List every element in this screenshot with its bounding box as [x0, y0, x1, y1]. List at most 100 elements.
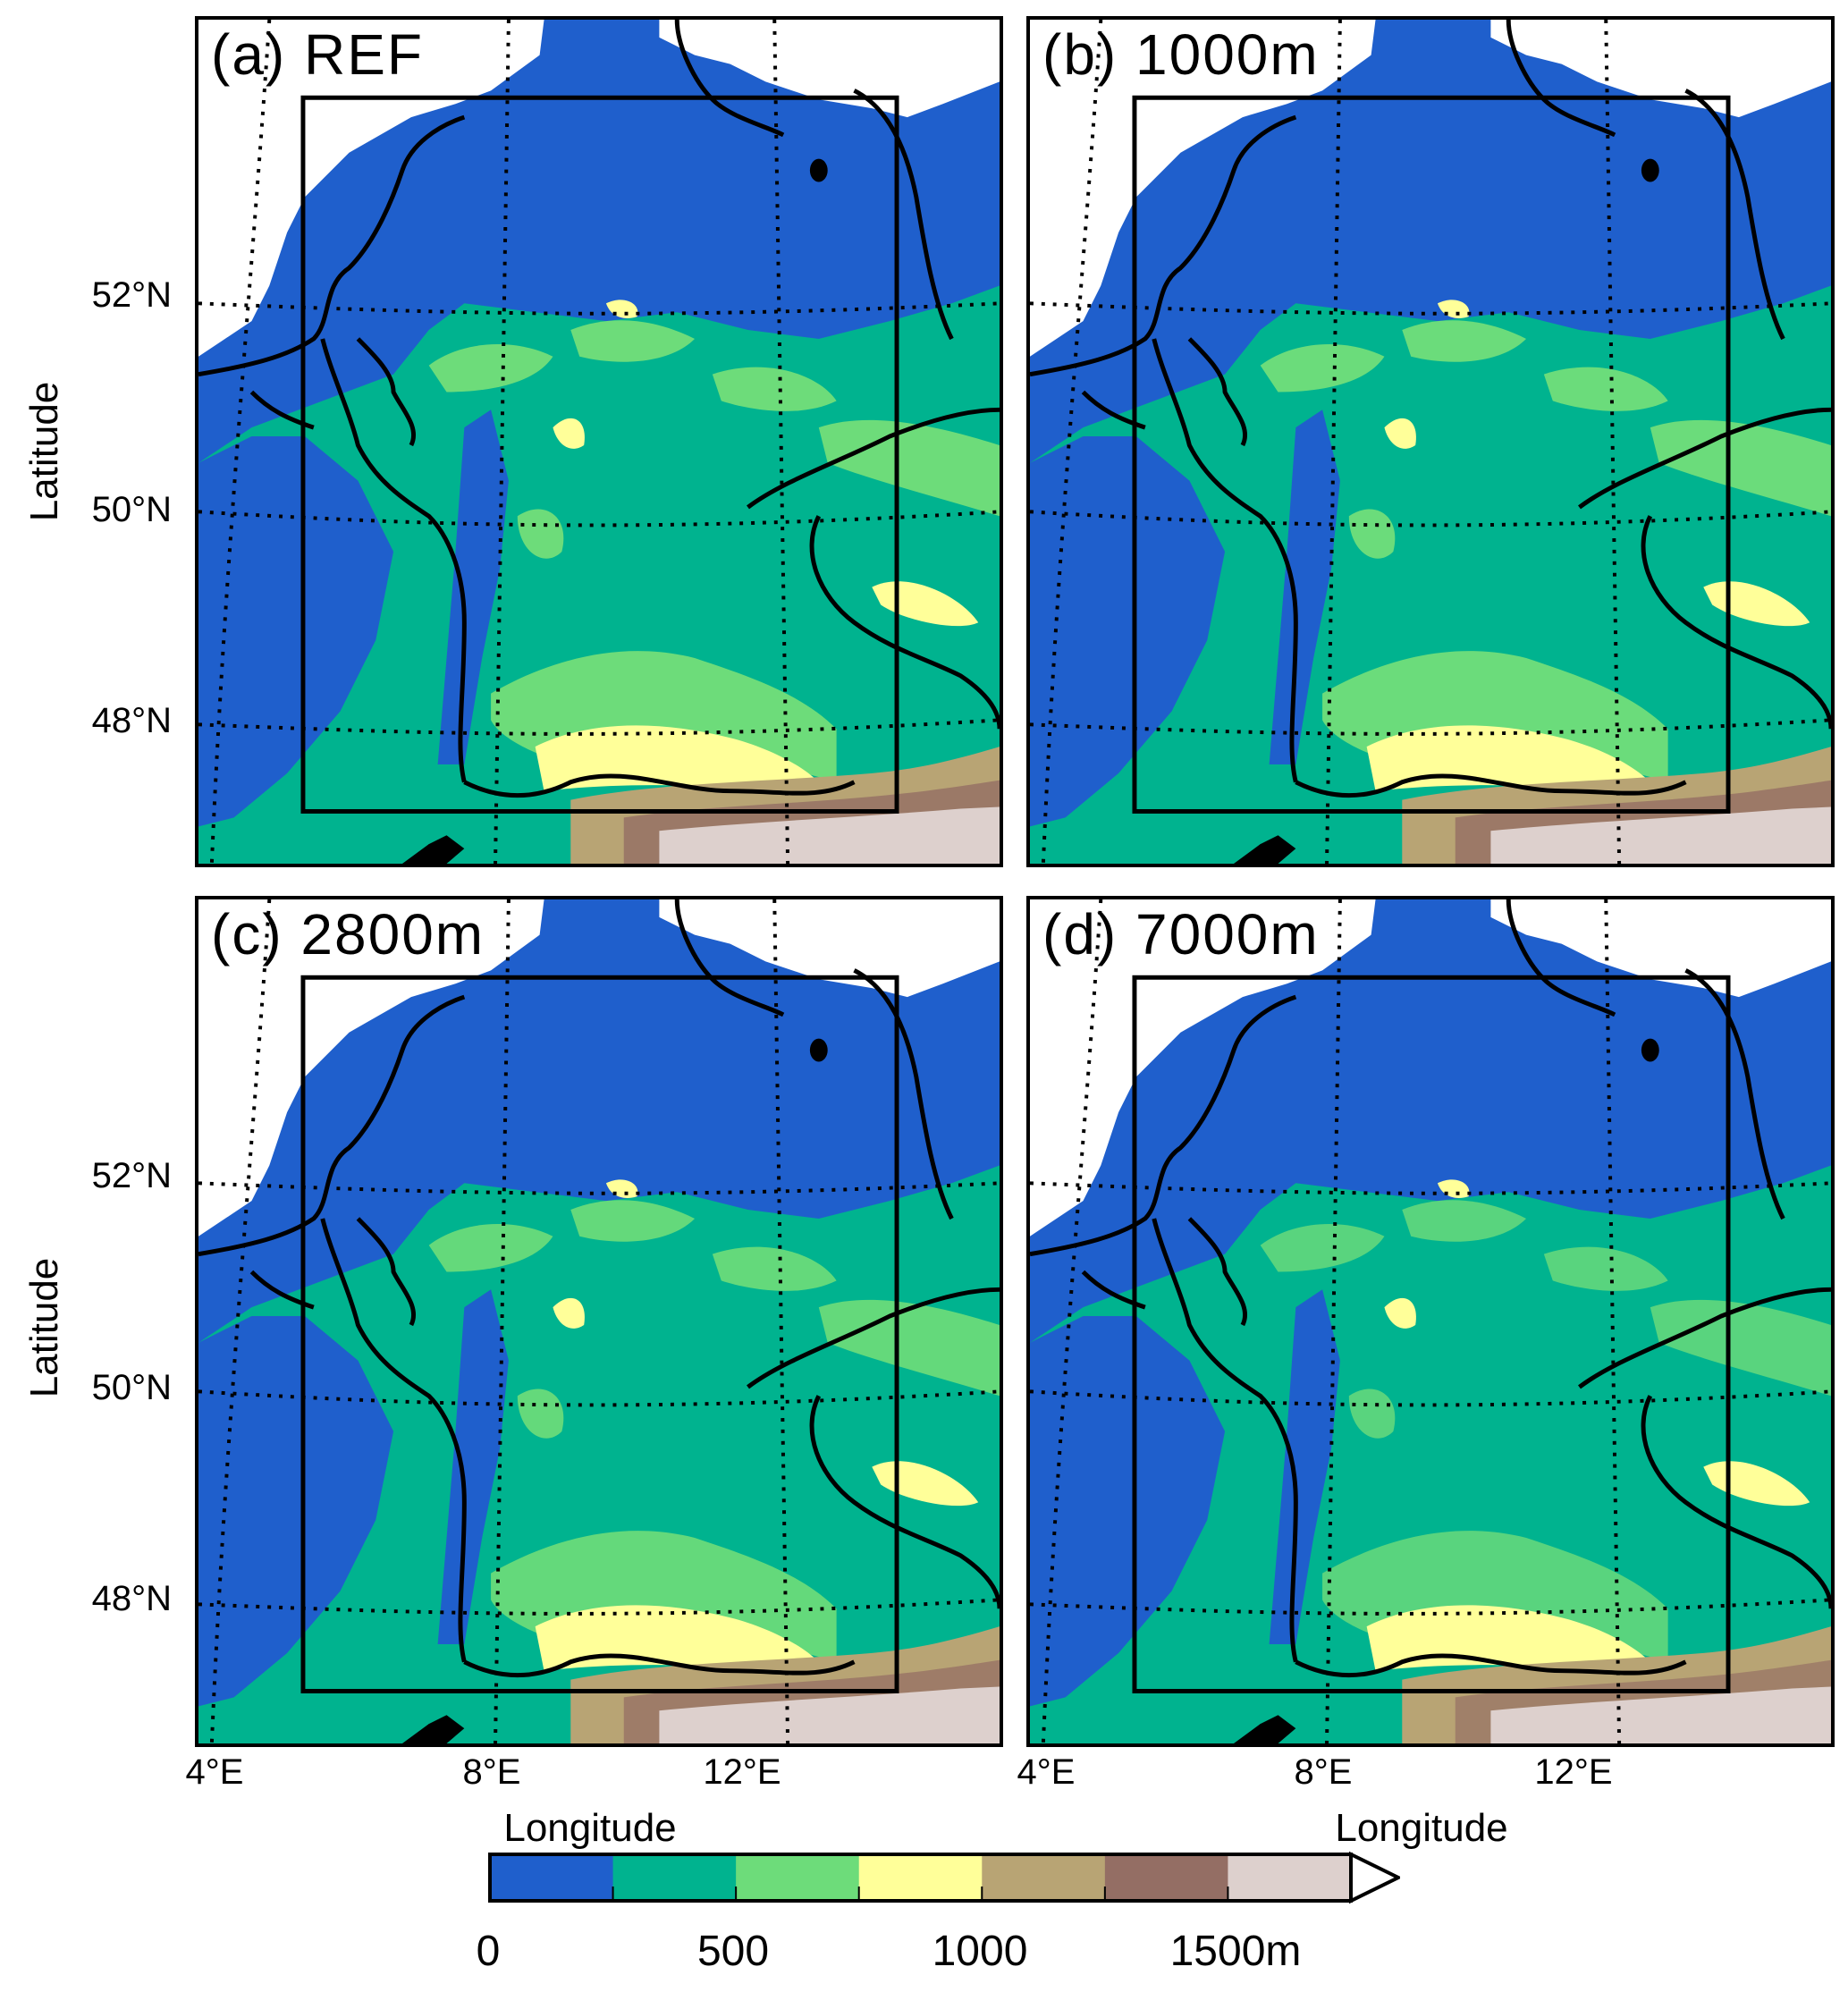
upland-light-green — [428, 1223, 553, 1272]
country-border — [1295, 1653, 1687, 1678]
country-border — [747, 1287, 1000, 1389]
upland-light-green — [517, 1389, 564, 1439]
lat-tick-48-top: 48°N — [91, 701, 172, 740]
panel-title-a: (a) REF — [211, 22, 424, 87]
upland-light-green — [818, 419, 1000, 517]
country-border — [1578, 1287, 1831, 1389]
sea-region-east — [659, 899, 1000, 998]
map-panel-c: (c) 2800m — [195, 896, 1003, 1747]
lon-tick-8-right: 8°E — [1294, 1752, 1353, 1792]
graticule-line — [1041, 899, 1103, 1743]
country-border — [747, 407, 1000, 510]
colorbar-frame — [488, 1853, 1353, 1903]
colorbar-segment — [612, 1854, 737, 1901]
lake — [1233, 1715, 1296, 1743]
upland-light-green — [1348, 1389, 1396, 1439]
colorbar-label-500: 500 — [696, 1928, 770, 1975]
terrain-map-d — [1030, 899, 1831, 1743]
colorbar-label-1000: 1000 — [932, 1928, 1028, 1975]
country-border — [356, 337, 416, 447]
sea-region-east — [1490, 899, 1831, 998]
colorbar-extend-arrow — [1349, 1851, 1400, 1904]
country-border — [463, 1653, 856, 1678]
country-border — [1152, 1218, 1298, 1663]
upland-light-green — [428, 343, 553, 393]
sea-region-west — [1030, 20, 1376, 357]
country-border — [356, 1217, 416, 1327]
inner-domain-box — [300, 95, 899, 814]
upland-light-green — [1402, 320, 1527, 362]
lon-tick-12-right: 12°E — [1534, 1752, 1613, 1792]
sea-region-west — [198, 20, 544, 357]
lake — [1233, 835, 1296, 864]
inner-domain-box — [1132, 95, 1731, 814]
country-border — [1295, 773, 1687, 798]
upland-light-green — [712, 367, 837, 411]
country-border — [809, 515, 1000, 730]
alps-snow — [659, 1686, 1000, 1743]
country-border — [1641, 1395, 1831, 1609]
sea-region-east — [1490, 20, 1831, 118]
country-border — [198, 994, 466, 1257]
upland-light-green — [1650, 1299, 1831, 1397]
country-border — [198, 114, 466, 377]
country-border — [249, 390, 315, 430]
rhine-valley — [1269, 409, 1340, 764]
panel-title-c: (c) 2800m — [211, 902, 485, 967]
country-border — [320, 338, 467, 783]
upland-light-green — [570, 320, 696, 362]
colorbar-segment — [490, 1854, 614, 1901]
lake-dot — [1641, 158, 1659, 182]
country-border — [1641, 515, 1831, 730]
inner-domain-box — [300, 975, 899, 1693]
elevation-colorbar — [488, 1851, 1400, 1904]
west-lowland — [1030, 436, 1226, 827]
lake — [401, 835, 465, 864]
upland-light-green — [1348, 509, 1396, 559]
country-border — [853, 968, 954, 1220]
x-axis-title-right: Longitude — [1335, 1806, 1508, 1850]
lon-tick-12-left: 12°E — [703, 1752, 781, 1792]
graticule-line — [209, 20, 272, 864]
upland-light-green — [1260, 1223, 1385, 1272]
graticule-line — [1041, 20, 1103, 864]
lon-tick-4-left: 4°E — [185, 1752, 244, 1792]
country-border — [1684, 968, 1785, 1220]
terrain-map-c — [198, 899, 1000, 1743]
upland-light-green — [1650, 419, 1831, 517]
lon-tick-4-right: 4°E — [1017, 1752, 1076, 1792]
rhine-valley — [437, 409, 509, 764]
map-panel-b: (b) 1000m — [1026, 16, 1835, 867]
country-border — [1030, 994, 1297, 1257]
country-border — [1030, 114, 1297, 377]
colorbar-segment — [1228, 1854, 1352, 1901]
alps-snow — [659, 806, 1000, 864]
panel-title-b: (b) 1000m — [1042, 22, 1320, 87]
upland-yellow — [1384, 1297, 1416, 1329]
lat-tick-52-top: 52°N — [91, 275, 172, 315]
upland-light-green — [1402, 1200, 1527, 1242]
lat-tick-52-bottom: 52°N — [91, 1156, 172, 1195]
rhine-valley — [437, 1289, 509, 1644]
country-border — [1081, 1270, 1146, 1310]
upland-light-green — [818, 1299, 1000, 1397]
x-axis-title-left: Longitude — [503, 1806, 677, 1850]
alps-snow — [1490, 1686, 1831, 1743]
country-border — [1187, 1217, 1247, 1327]
lake-dot — [809, 158, 828, 182]
graticule-line — [209, 899, 272, 1743]
colorbar-segment — [736, 1854, 860, 1901]
terrain-map-a — [198, 20, 1000, 864]
colorbar-segments — [490, 1854, 1352, 1901]
upland-light-green — [1260, 343, 1385, 393]
y-axis-title-bottom: Latitude — [22, 1257, 66, 1398]
lon-tick-8-left: 8°E — [462, 1752, 521, 1792]
colorbar-segment — [858, 1854, 983, 1901]
upland-yellow — [553, 1297, 585, 1329]
lake-dot — [1641, 1038, 1659, 1062]
terrain-map-b — [1030, 20, 1831, 864]
west-lowland — [198, 1316, 394, 1707]
upland-light-green — [570, 1200, 696, 1242]
upland-light-green — [517, 509, 564, 559]
lake-dot — [809, 1038, 828, 1062]
